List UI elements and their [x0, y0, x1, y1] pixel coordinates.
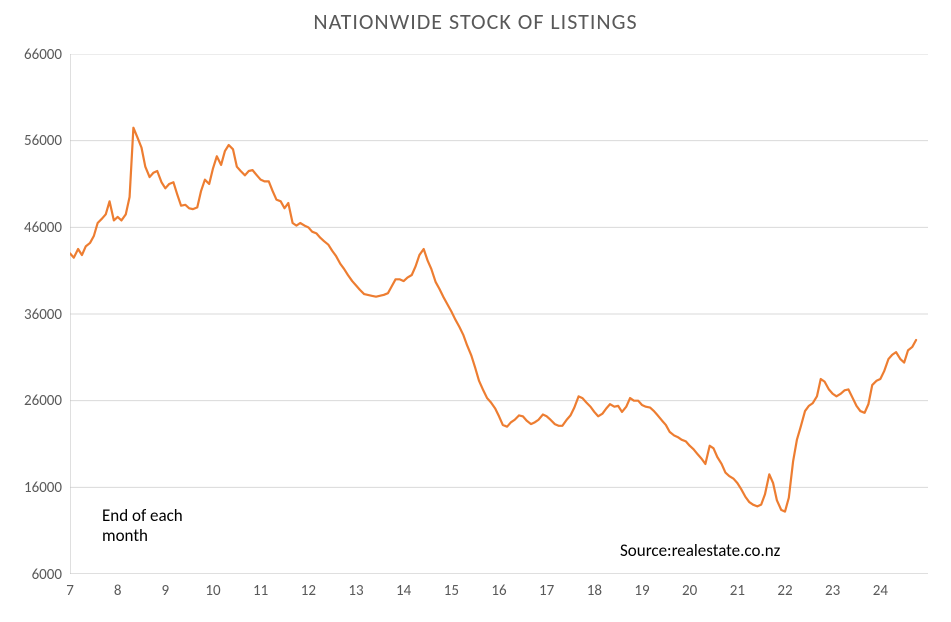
y-tick-label: 36000	[24, 306, 62, 324]
x-tick-label: 10	[201, 582, 225, 600]
x-tick-label: 15	[439, 582, 463, 600]
source-label: Source:realestate.co.nz	[620, 540, 780, 561]
y-tick-label: 66000	[24, 46, 62, 64]
y-tick-label: 6000	[32, 566, 62, 584]
x-tick-label: 22	[773, 582, 797, 600]
chart-title: NATIONWIDE STOCK OF LISTINGS	[0, 8, 951, 35]
x-tick-label: 13	[344, 582, 368, 600]
x-tick-label: 16	[487, 582, 511, 600]
x-tick-label: 8	[106, 582, 130, 600]
x-tick-label: 23	[821, 582, 845, 600]
x-tick-label: 21	[725, 582, 749, 600]
y-tick-label: 16000	[24, 479, 62, 497]
x-tick-label: 20	[678, 582, 702, 600]
x-tick-label: 9	[153, 582, 177, 600]
plot-area	[70, 54, 928, 574]
x-tick-label: 24	[868, 582, 892, 600]
note-line2: month	[102, 525, 148, 546]
chart-container: NATIONWIDE STOCK OF LISTINGS 6000 16000 26…	[0, 0, 951, 622]
x-tick-label: 11	[249, 582, 273, 600]
note-end-of-month: End of each month	[102, 506, 183, 545]
y-tick-label: 26000	[24, 392, 62, 410]
x-tick-label: 14	[392, 582, 416, 600]
series-line	[70, 128, 916, 512]
x-tick-label: 19	[630, 582, 654, 600]
y-tick-label: 46000	[24, 219, 62, 237]
note-line1: End of each	[102, 505, 183, 526]
x-tick-label: 17	[535, 582, 559, 600]
x-tick-label: 18	[582, 582, 606, 600]
y-tick-label: 56000	[24, 132, 62, 150]
x-tick-label: 7	[58, 582, 82, 600]
x-tick-label: 12	[296, 582, 320, 600]
